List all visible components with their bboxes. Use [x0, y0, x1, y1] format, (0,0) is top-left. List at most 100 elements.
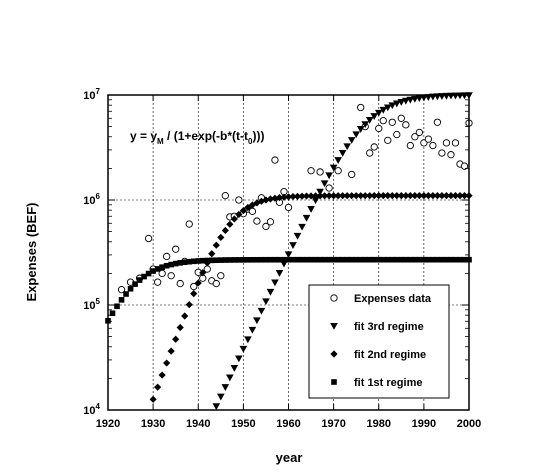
data-point: [384, 192, 392, 200]
data-point: [393, 100, 401, 108]
data-point: [411, 95, 419, 103]
data-point: [218, 257, 224, 263]
data-point: [231, 257, 238, 263]
data-point: [154, 266, 161, 272]
data-point: [271, 279, 279, 287]
data-point: [167, 347, 175, 355]
data-point: [190, 258, 197, 265]
data-point: [186, 258, 193, 265]
data-point: [221, 384, 230, 391]
data-point: [208, 250, 216, 258]
data-point: [221, 192, 229, 200]
legend: Expenses data fit 3rd regime fit 2nd regim…: [308, 284, 450, 399]
data-point: [329, 164, 338, 172]
data-point: [398, 256, 405, 263]
data-point: [326, 256, 332, 263]
data-point: [271, 194, 279, 202]
data-point: [163, 359, 171, 367]
data-point: [284, 193, 293, 201]
data-point: [317, 256, 323, 263]
data-point: [370, 192, 378, 200]
x-tick-label: 2000: [457, 418, 481, 430]
data-point: [240, 257, 247, 263]
data-point: [262, 222, 270, 231]
data-point: [406, 192, 414, 200]
data-point: [433, 118, 442, 126]
data-point: [456, 192, 464, 200]
data-point: [235, 210, 243, 219]
data-point: [204, 257, 211, 264]
data-point: [248, 207, 257, 215]
legend-marker: [330, 294, 338, 302]
data-point: [334, 157, 342, 164]
series-open-circle: [117, 103, 473, 294]
data-point: [406, 96, 415, 104]
data-point: [334, 192, 342, 200]
data-point: [194, 279, 202, 287]
y-tick-label: 107: [83, 87, 100, 102]
data-point: [236, 257, 242, 263]
data-point: [406, 141, 414, 150]
data-point: [235, 196, 243, 204]
data-point: [429, 141, 437, 150]
legend-marker: [330, 322, 338, 330]
data-point: [429, 192, 437, 200]
data-point: [407, 256, 414, 263]
data-point: [415, 95, 424, 102]
legend-label: fit 2nd regime: [354, 349, 426, 361]
data-point: [461, 256, 468, 263]
data-point: [430, 256, 436, 263]
data-point: [424, 135, 433, 143]
data-point: [176, 323, 184, 332]
data-point: [217, 393, 225, 401]
data-point: [343, 143, 351, 151]
data-point: [245, 257, 251, 263]
data-point: [149, 395, 157, 403]
x-tick-label: 1930: [141, 418, 165, 430]
data-point: [357, 103, 365, 112]
data-point: [203, 265, 211, 273]
data-point: [366, 149, 374, 157]
data-point: [267, 256, 274, 263]
data-point: [334, 167, 342, 175]
data-point: [448, 256, 454, 263]
x-tick-label: 1960: [276, 418, 300, 430]
data-point: [117, 286, 126, 294]
data-point: [253, 199, 261, 207]
data-point: [416, 256, 423, 263]
legend-marker: [331, 379, 337, 385]
data-point: [212, 279, 220, 288]
data-point: [185, 220, 193, 228]
data-point: [248, 326, 257, 334]
data-point: [293, 232, 302, 240]
data-point: [402, 121, 410, 129]
data-point: [451, 139, 460, 147]
data-point: [226, 220, 234, 228]
data-point: [276, 256, 283, 263]
data-point: [442, 139, 451, 147]
data-point: [365, 116, 374, 124]
data-point: [379, 106, 388, 114]
data-point: [302, 192, 311, 200]
data-point: [371, 256, 378, 263]
data-point: [290, 256, 296, 263]
x-tick-label: 1920: [96, 418, 120, 430]
data-point: [221, 226, 229, 235]
data-point: [172, 245, 180, 253]
data-point: [150, 268, 156, 274]
y-tick-label: 105: [83, 297, 100, 312]
data-point: [275, 270, 284, 277]
data-point: [227, 257, 233, 263]
data-point: [438, 192, 446, 200]
data-point: [275, 194, 284, 202]
data-point: [145, 270, 152, 277]
data-point: [154, 383, 162, 391]
data-point: [411, 192, 419, 200]
data-point: [403, 256, 409, 263]
data-point: [366, 256, 373, 263]
data-point: [447, 192, 455, 200]
data-point: [397, 192, 405, 200]
data-point: [348, 256, 355, 263]
data-point: [321, 192, 329, 200]
data-point: [356, 126, 365, 133]
